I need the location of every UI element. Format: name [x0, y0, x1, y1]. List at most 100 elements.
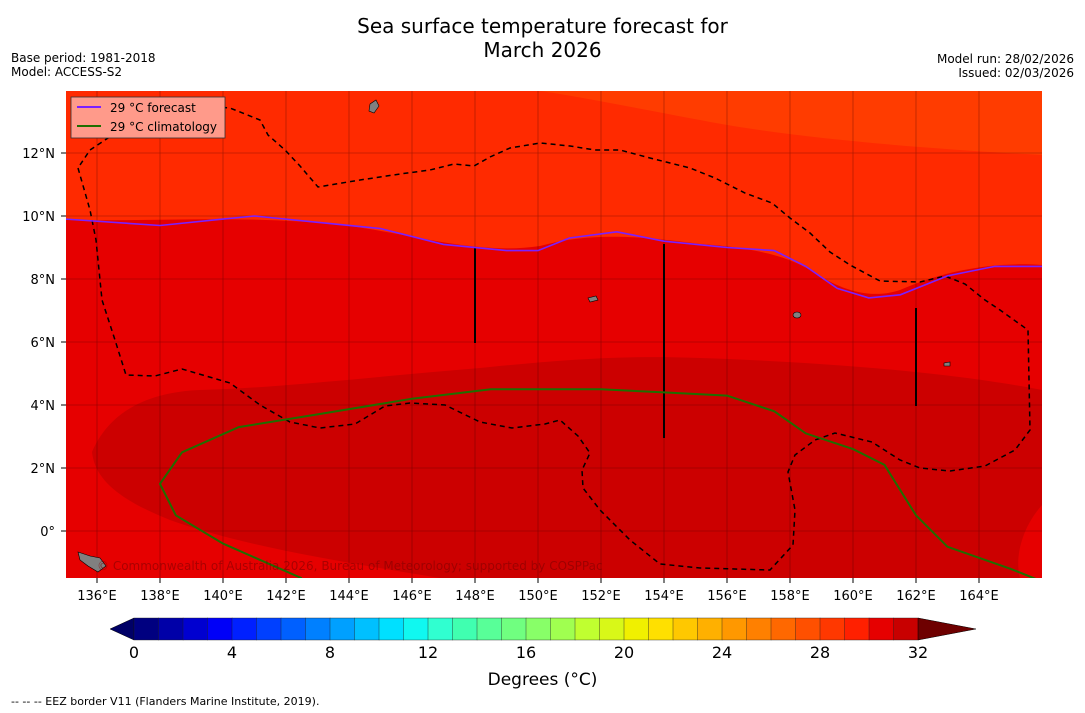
y-tick-label: 0° [40, 525, 55, 540]
colorbar-cell [648, 617, 674, 641]
colorbar-tick-label: 20 [614, 643, 634, 662]
island-chuuk [587, 295, 599, 303]
meta-right: Model run: 28/02/2026 Issued: 02/03/2026 [937, 52, 1074, 80]
model-name: Model: ACCESS-S2 [11, 65, 123, 79]
colorbar-label: Degrees (°C) [487, 670, 598, 690]
colorbar-cell [770, 617, 796, 641]
island-new-guinea-coast [77, 551, 107, 573]
colorbar-cell [574, 617, 600, 641]
title-line-2: March 2026 [483, 38, 602, 62]
x-tick-label: 154°E [644, 589, 684, 604]
island-kosrae [943, 361, 951, 367]
y-tick-label: 2°N [31, 462, 56, 477]
x-tick-label: 156°E [707, 589, 747, 604]
y-tick-label: 4°N [31, 399, 56, 414]
graticule [66, 91, 1042, 578]
colorbar-cell [795, 617, 821, 641]
colorbar-cell [133, 617, 159, 641]
x-tick-label: 136°E [77, 589, 117, 604]
colorbar-cell [231, 617, 257, 641]
colorbar-ticks: 0 4 8 12 16 20 24 28 32 [129, 643, 928, 662]
colorbar-cell [280, 617, 306, 641]
x-tick-label: 150°E [518, 589, 558, 604]
colorbar-cells [133, 617, 919, 641]
colorbar-cell [623, 617, 649, 641]
colorbar-tick-label: 32 [908, 643, 928, 662]
islands [77, 99, 951, 573]
x-tick-label: 140°E [203, 589, 243, 604]
title-line-1: Sea surface temperature forecast for [357, 14, 728, 38]
base-period: Base period: 1981-2018 [11, 51, 156, 65]
colorbar-tick-label: 28 [810, 643, 830, 662]
colorbar-tick-label: 8 [325, 643, 335, 662]
colorbar-cell [207, 617, 233, 641]
colorbar-cell [329, 617, 355, 641]
colorbar-cell [844, 617, 870, 641]
eez-border [77, 104, 1031, 571]
y-tick-label: 10°N [22, 210, 55, 225]
x-axis-ticks: 136°E 138°E 140°E 142°E 144°E 146°E 148°E 150°E… [77, 578, 999, 604]
colorbar-cell [305, 617, 331, 641]
colorbar-cell [746, 617, 772, 641]
colorbar-cell [182, 617, 208, 641]
island-pohnpei [792, 311, 802, 319]
colorbar-cell [378, 617, 404, 641]
eez-footnote: -- -- -- EEZ border V11 (Flanders Marine… [11, 695, 320, 708]
x-tick-label: 160°E [833, 589, 873, 604]
colorbar-cell [525, 617, 551, 641]
chart-title: Sea surface temperature forecast for Mar… [0, 14, 1085, 62]
climatology-29c-contour [158, 388, 1037, 578]
island-guam [368, 99, 380, 114]
y-tick-label: 8°N [31, 273, 56, 288]
colorbar: 0 4 8 12 16 20 24 28 32 [109, 617, 977, 662]
colorbar-cell [672, 617, 698, 641]
x-tick-label: 142°E [266, 589, 306, 604]
sst-field: © Commonwealth of Australia 2026, Bureau… [66, 91, 1042, 578]
legend: 29 °C forecast 29 °C climatology [70, 96, 226, 139]
colorbar-tick-label: 12 [418, 643, 438, 662]
x-tick-label: 162°E [896, 589, 936, 604]
colorbar-cell [501, 617, 527, 641]
y-axis-ticks: 12°N 10°N 8°N 6°N 4°N 2°N 0° [22, 147, 66, 540]
sst-band-26-27 [540, 91, 1042, 155]
colorbar-cell [354, 617, 380, 641]
x-tick-label: 146°E [392, 589, 432, 604]
colorbar-cell [158, 617, 184, 641]
meta-left: Base period: 1981-2018 Model: ACCESS-S2 [11, 51, 156, 79]
colorbar-cell [256, 617, 282, 641]
x-tick-label: 138°E [140, 589, 180, 604]
colorbar-cell [403, 617, 429, 641]
legend-climatology-label: 29 °C climatology [110, 120, 217, 134]
colorbar-tick-label: 24 [712, 643, 732, 662]
colorbar-tick-label: 4 [227, 643, 237, 662]
legend-forecast-label: 29 °C forecast [110, 101, 196, 115]
x-tick-label: 164°E [959, 589, 999, 604]
colorbar-cell [599, 617, 625, 641]
colorbar-cell [427, 617, 453, 641]
colorbar-cell [893, 617, 919, 641]
x-tick-label: 144°E [329, 589, 369, 604]
colorbar-max-arrow [917, 617, 977, 641]
colorbar-cell [476, 617, 502, 641]
colorbar-cell [452, 617, 478, 641]
colorbar-cell [721, 617, 747, 641]
colorbar-tick-label: 16 [516, 643, 536, 662]
issued-date: Issued: 02/03/2026 [958, 66, 1074, 80]
copyright-watermark: © Commonwealth of Australia 2026, Bureau… [97, 559, 603, 573]
y-tick-label: 6°N [31, 336, 56, 351]
x-tick-label: 148°E [455, 589, 495, 604]
model-run: Model run: 28/02/2026 [936, 52, 1074, 66]
eez-meridian-segments [474, 244, 917, 438]
colorbar-cell [550, 617, 576, 641]
forecast-29c-contour [66, 215, 1042, 299]
legend-box [70, 96, 226, 139]
colorbar-tick-label: 0 [129, 643, 139, 662]
x-tick-label: 158°E [770, 589, 810, 604]
colorbar-cell [819, 617, 845, 641]
x-tick-label: 152°E [581, 589, 621, 604]
colorbar-cell [868, 617, 894, 641]
colorbar-min-arrow [109, 617, 135, 641]
colorbar-cell [697, 617, 723, 641]
y-tick-label: 12°N [22, 147, 55, 162]
